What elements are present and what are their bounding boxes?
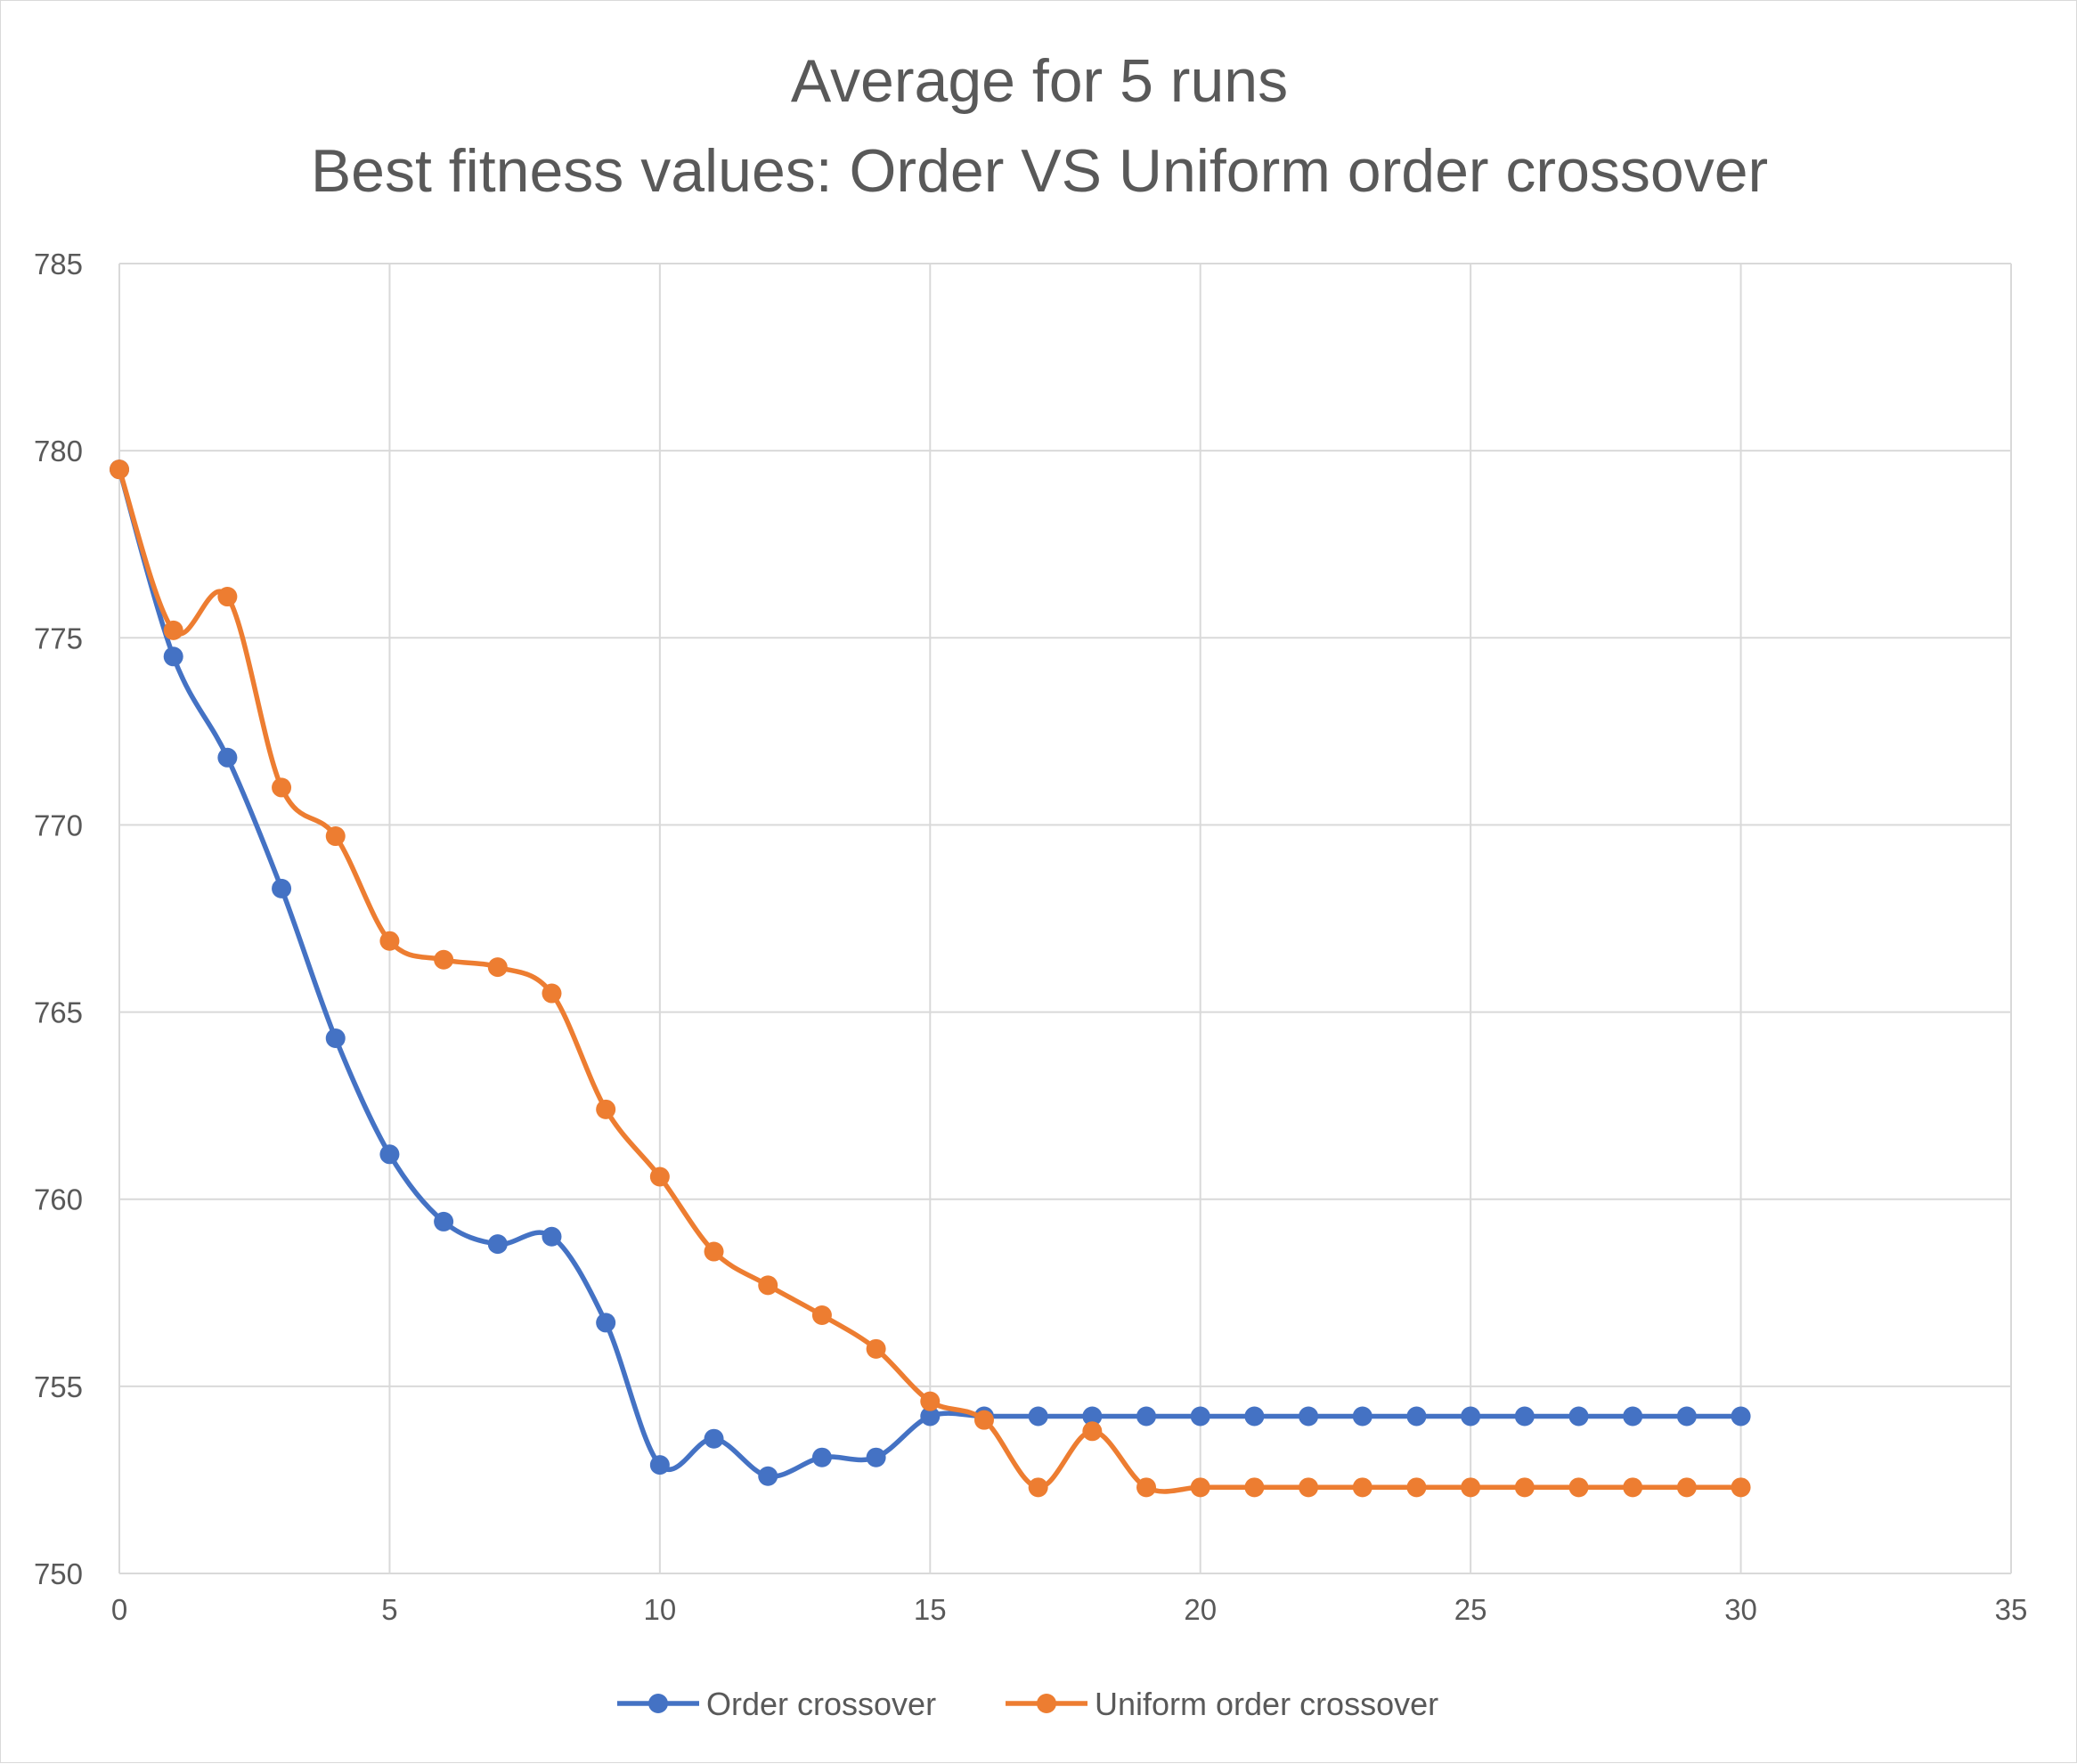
data-point-s2-x15 — [920, 1391, 941, 1411]
chart-title-line-2: Best fitness values: Order VS Uniform or… — [311, 137, 1768, 205]
x-tick-label-30: 30 — [1724, 1593, 1757, 1626]
data-point-s1-x11 — [704, 1428, 724, 1449]
x-tick-label-10: 10 — [643, 1593, 676, 1626]
series-1 — [110, 459, 1751, 1486]
data-point-s1-x10 — [649, 1455, 670, 1475]
data-point-s2-x5 — [379, 931, 400, 951]
data-point-s2-x23 — [1352, 1477, 1372, 1498]
y-tick-label-775: 775 — [34, 622, 83, 654]
data-point-s2-x18 — [1082, 1421, 1103, 1442]
data-point-s1-x14 — [866, 1447, 886, 1467]
y-tick-label-765: 765 — [34, 996, 83, 1029]
x-tick-label-35: 35 — [1995, 1593, 2028, 1626]
data-point-s2-x21 — [1244, 1477, 1265, 1498]
data-point-s2-x11 — [704, 1241, 724, 1262]
data-point-s1-x27 — [1568, 1406, 1589, 1427]
data-point-s2-x12 — [758, 1275, 778, 1296]
data-point-s1-x7 — [487, 1234, 508, 1255]
axes: 750 755 760 765 770 775 780 785 0 5 10 15 20 25 30 35 — [34, 248, 2027, 1626]
data-point-s2-x16 — [973, 1410, 994, 1430]
data-point-s2-x14 — [866, 1338, 886, 1359]
data-point-s1-x23 — [1352, 1406, 1372, 1427]
data-point-s1-x2 — [217, 747, 238, 768]
data-point-s1-x4 — [325, 1028, 346, 1048]
data-point-s1-x24 — [1406, 1406, 1427, 1427]
data-point-s2-x17 — [1028, 1477, 1048, 1498]
gridlines — [118, 263, 2012, 1574]
data-point-s1-x8 — [542, 1226, 562, 1247]
legend-marker-1 — [648, 1694, 668, 1713]
data-point-s2-x2 — [217, 587, 238, 607]
data-point-s2-x0 — [110, 459, 129, 480]
data-point-s2-x25 — [1461, 1477, 1481, 1498]
data-point-s2-x20 — [1190, 1477, 1210, 1498]
data-point-s1-x28 — [1623, 1406, 1643, 1427]
data-point-s2-x24 — [1406, 1477, 1427, 1498]
data-point-s2-x10 — [649, 1167, 670, 1187]
data-point-s2-x27 — [1568, 1477, 1589, 1498]
data-point-s2-x19 — [1136, 1477, 1157, 1498]
legend: Order crossover Uniform order crossover — [617, 1686, 1438, 1722]
data-point-s1-x18 — [1082, 1406, 1103, 1427]
data-point-s1-x19 — [1136, 1406, 1157, 1427]
data-point-s2-x7 — [487, 957, 508, 978]
data-point-s2-x28 — [1623, 1477, 1643, 1498]
y-tick-label-755: 755 — [34, 1370, 83, 1403]
y-tick-label-780: 780 — [34, 435, 83, 467]
data-point-s2-x1 — [163, 620, 183, 640]
legend-marker-2 — [1037, 1694, 1056, 1713]
x-tick-label-25: 25 — [1454, 1593, 1487, 1626]
y-tick-label-770: 770 — [34, 809, 83, 841]
data-point-s1-x17 — [1028, 1406, 1048, 1427]
data-point-s1-x20 — [1190, 1406, 1210, 1427]
y-tick-label-785: 785 — [34, 248, 83, 280]
series-2 — [110, 459, 1751, 1498]
data-point-s1-x22 — [1299, 1406, 1319, 1427]
data-point-s1-x6 — [434, 1211, 454, 1232]
data-point-s2-x26 — [1514, 1477, 1535, 1498]
series-lines — [110, 459, 1751, 1498]
data-point-s1-x3 — [272, 878, 292, 898]
legend-label-2: Uniform order crossover — [1095, 1686, 1438, 1722]
data-point-s2-x4 — [325, 826, 346, 847]
chart-title-line-1: Average for 5 runs — [791, 47, 1288, 115]
data-point-s1-x5 — [379, 1144, 400, 1165]
legend-item-1: Order crossover — [617, 1686, 936, 1722]
x-tick-label-15: 15 — [914, 1593, 947, 1626]
data-point-s2-x29 — [1676, 1477, 1697, 1498]
legend-label-1: Order crossover — [706, 1686, 936, 1722]
data-point-s2-x9 — [596, 1099, 616, 1119]
data-point-s1-x12 — [758, 1466, 778, 1486]
y-tick-label-760: 760 — [34, 1183, 83, 1216]
data-point-s2-x30 — [1731, 1477, 1751, 1498]
data-point-s1-x9 — [596, 1313, 616, 1333]
data-point-s1-x15 — [920, 1406, 941, 1427]
data-point-s1-x1 — [163, 646, 183, 667]
data-point-s1-x29 — [1676, 1406, 1697, 1427]
x-tick-label-20: 20 — [1184, 1593, 1217, 1626]
x-tick-label-5: 5 — [381, 1593, 397, 1626]
data-point-s2-x8 — [542, 983, 562, 1004]
data-point-s2-x3 — [272, 777, 292, 798]
data-point-s1-x26 — [1514, 1406, 1535, 1427]
data-point-s2-x6 — [434, 949, 454, 970]
legend-item-2: Uniform order crossover — [1006, 1686, 1438, 1722]
data-point-s1-x13 — [811, 1447, 832, 1467]
y-tick-label-750: 750 — [34, 1557, 83, 1590]
data-point-s2-x13 — [811, 1305, 832, 1326]
data-point-s2-x22 — [1299, 1477, 1319, 1498]
x-tick-label-0: 0 — [111, 1593, 127, 1626]
data-point-s1-x21 — [1244, 1406, 1265, 1427]
data-point-s1-x25 — [1461, 1406, 1481, 1427]
data-point-s1-x30 — [1731, 1406, 1751, 1427]
